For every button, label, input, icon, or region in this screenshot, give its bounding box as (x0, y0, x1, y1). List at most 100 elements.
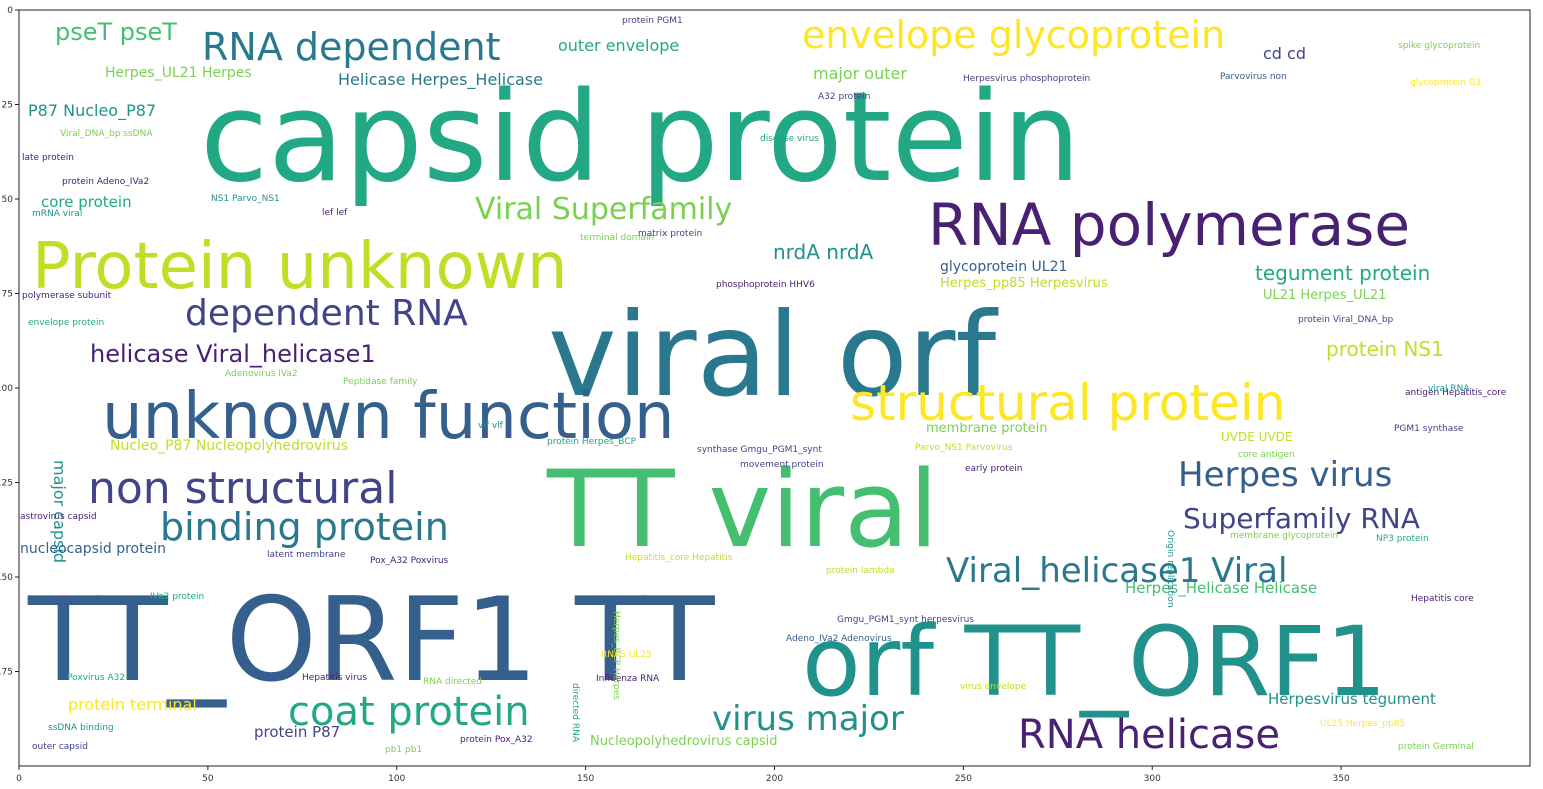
word-76: PGM1 synthase (1394, 424, 1464, 434)
word-30: P87 Nucleo_P87 (28, 101, 156, 121)
word-24: protein NS1 (1326, 337, 1444, 361)
word-51: A32 protein (818, 92, 870, 102)
word-95: pb1 pb1 (385, 745, 422, 755)
word-63: envelope protein (28, 318, 104, 328)
word-5: unknown function (102, 380, 675, 454)
word-88: Poxvirus A32 (67, 673, 125, 683)
word-16: RNA helicase (1018, 712, 1280, 758)
word-80: Hepatitis_core Hepatitis (625, 553, 733, 563)
word-75: early protein (965, 464, 1022, 474)
word-34: Herpes_pp85 Herpesvirus (940, 276, 1108, 291)
word-67: antigen Hepatitis_core (1405, 388, 1507, 398)
y-tick-label: 75 (2, 290, 13, 300)
word-94: outer capsid (32, 742, 88, 752)
y-tick-label: 100 (0, 384, 13, 394)
word-18: Superfamily RNA (1183, 502, 1420, 535)
word-89: Hepatitis virus (302, 673, 367, 683)
word-73: Parvo_NS1 Parvovirus (915, 443, 1013, 453)
word-15: virus major (712, 699, 904, 739)
word-79: Pox_A32 Poxvirus (370, 556, 449, 566)
y-tick-label: 125 (0, 479, 13, 489)
word-28: Helicase Herpes_Helicase (338, 70, 543, 90)
word-91: Influenza RNA (596, 674, 660, 684)
word-31: cd cd (1263, 44, 1306, 63)
word-40: UVDE UVDE (1221, 430, 1292, 444)
word-69: astrovirus capsid (20, 512, 97, 522)
word-68: viral RNA (1428, 384, 1470, 394)
y-tick-label: 25 (2, 101, 13, 111)
word-86: Hepatitis core (1411, 594, 1474, 604)
x-tick-label: 0 (16, 774, 22, 784)
word-33: glycoprotein UL21 (940, 259, 1067, 275)
word-52: Viral_DNA_bp ssDNA (60, 129, 153, 139)
word-32: core protein (41, 193, 132, 211)
y-tick-label: 50 (2, 195, 14, 205)
word-72: synthase Gmgu_PGM1_synt (697, 445, 822, 455)
x-tick-label: 300 (1144, 774, 1161, 784)
word-83: protein lambda (826, 566, 895, 576)
word-66: Peptidase family (343, 377, 418, 387)
word-70: vlf vlf (478, 421, 504, 431)
word-36: Nucleo_P87 Nucleopolyhedrovirus (110, 438, 348, 454)
word-38: nucleocapsid protein (20, 541, 166, 557)
word-42: Herpesvirus tegument (1268, 690, 1436, 708)
word-6: Protein unknown (32, 230, 568, 304)
word-58: lef lef (322, 208, 348, 218)
x-tick-label: 200 (766, 774, 783, 784)
word-4: orf TT_ORF1 (802, 606, 1387, 718)
word-20: Viral Superfamily (475, 192, 732, 227)
word-27: major outer (813, 64, 907, 83)
word-43: protein terminal (68, 695, 197, 714)
word-85: Gmgu_PGM1_synt herpesvirus (837, 615, 974, 625)
word-101: Herpes_BCP Herpes (611, 611, 621, 700)
x-axis: 0 50 100 150 200 250 300 350 (16, 766, 1350, 784)
word-7: RNA polymerase (928, 191, 1410, 259)
word-9: RNA dependent (202, 25, 500, 69)
y-axis: 0 25 50 75 100 125 150 175 (0, 6, 19, 678)
word-57: mRNA viral (32, 209, 82, 219)
word-11: non structural (88, 463, 397, 514)
word-14: coat protein (288, 689, 530, 735)
word-3: TT_ORF1 TT (27, 573, 716, 708)
word-49: Herpesvirus phosphoprotein (963, 74, 1090, 84)
word-10: envelope glycoprotein (802, 13, 1225, 57)
word-53: late protein (22, 153, 74, 163)
word-97: UL25 Herpes_pp85 (1320, 719, 1405, 729)
word-1: viral orf (548, 288, 999, 423)
word-46: protein PGM1 (622, 16, 683, 26)
word-99: Origin replication (1165, 530, 1175, 608)
word-61: polymerase subunit (22, 291, 112, 301)
word-55: disease virus (760, 134, 819, 144)
word-62: phosphoprotein HHV6 (716, 280, 815, 290)
word-93: ssDNA binding (48, 723, 114, 733)
word-74: movement protein (740, 460, 824, 470)
word-65: Adenovirus IVa2 (225, 369, 298, 379)
word-56: NS1 Parvo_NS1 (211, 194, 280, 204)
word-100: directed RNA (570, 683, 580, 743)
word-13: dependent RNA (185, 293, 468, 334)
word-96: protein Pox_A32 (460, 735, 533, 745)
x-tick-label: 250 (955, 774, 972, 784)
word-48: glycoprotein G1 (1410, 78, 1482, 88)
word-21: helicase Viral_helicase1 (90, 340, 376, 368)
word-54: protein Adeno_IVa2 (62, 177, 149, 187)
word-26: outer envelope (558, 36, 679, 55)
word-23: tegument protein (1255, 261, 1430, 285)
y-tick-label: 150 (0, 573, 13, 583)
word-90: RNA directed (423, 677, 482, 687)
word-37: major capsid (50, 460, 69, 563)
word-98: protein Germinal (1398, 742, 1474, 752)
word-22: pseT pseT (55, 18, 177, 46)
word-71: protein Herpes_BCP (547, 437, 637, 447)
y-tick-label: 0 (7, 6, 13, 16)
y-tick-label: 175 (0, 668, 13, 678)
x-tick-label: 50 (202, 774, 214, 784)
word-41: Herpes_Helicase Helicase (1125, 579, 1317, 598)
word-87: Adeno_IVa2 Adenovirus (786, 634, 892, 644)
axes-frame (18, 9, 1531, 767)
x-tick-label: 100 (388, 774, 405, 784)
word-12: binding protein (160, 505, 449, 549)
word-35: UL21 Herpes_UL21 (1263, 288, 1386, 303)
